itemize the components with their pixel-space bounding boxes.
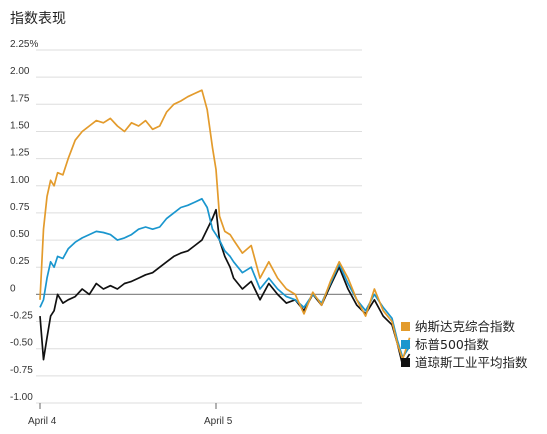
x-axis-ticks: April 4 April 5 bbox=[28, 403, 233, 427]
y-tick-label: 0.25 bbox=[10, 256, 30, 267]
legend-label: 纳斯达克综合指数 bbox=[415, 319, 516, 334]
y-tick-label: 1.75 bbox=[10, 93, 30, 104]
y-tick-label: 2.25% bbox=[10, 39, 38, 50]
series-layer bbox=[39, 89, 411, 366]
y-tick-label: -0.75 bbox=[10, 365, 33, 376]
chart-title: 指数表现 bbox=[10, 11, 66, 27]
y-tick-label: 1.00 bbox=[10, 175, 30, 186]
x-tick-label: April 4 bbox=[28, 416, 57, 427]
y-tick-label: -1.00 bbox=[10, 392, 33, 403]
grid-layer bbox=[36, 49, 362, 404]
y-tick-label: 0.50 bbox=[10, 229, 30, 240]
series-line bbox=[39, 89, 411, 361]
legend-swatch bbox=[401, 340, 410, 349]
y-tick-label: -0.25 bbox=[10, 311, 33, 322]
legend-label: 标普500指数 bbox=[415, 337, 489, 352]
x-tick-label: April 5 bbox=[204, 416, 233, 427]
legend-label: 道琼斯工业平均指数 bbox=[415, 355, 528, 370]
y-tick-label: -0.50 bbox=[10, 338, 33, 349]
y-tick-label: 2.00 bbox=[10, 66, 30, 77]
y-axis-ticks: 2.25% 2.00 1.75 1.50 1.25 1.00 0.75 0.50 0.25 0 -0… bbox=[10, 39, 38, 403]
y-tick-label: 1.25 bbox=[10, 148, 30, 159]
y-tick-label: 1.50 bbox=[10, 120, 30, 131]
series-line bbox=[39, 197, 411, 359]
y-tick-label: 0.75 bbox=[10, 202, 30, 213]
legend-swatch bbox=[401, 322, 410, 331]
series-line bbox=[39, 208, 411, 366]
legend-swatch bbox=[401, 358, 410, 367]
y-tick-label: 0 bbox=[10, 283, 16, 294]
